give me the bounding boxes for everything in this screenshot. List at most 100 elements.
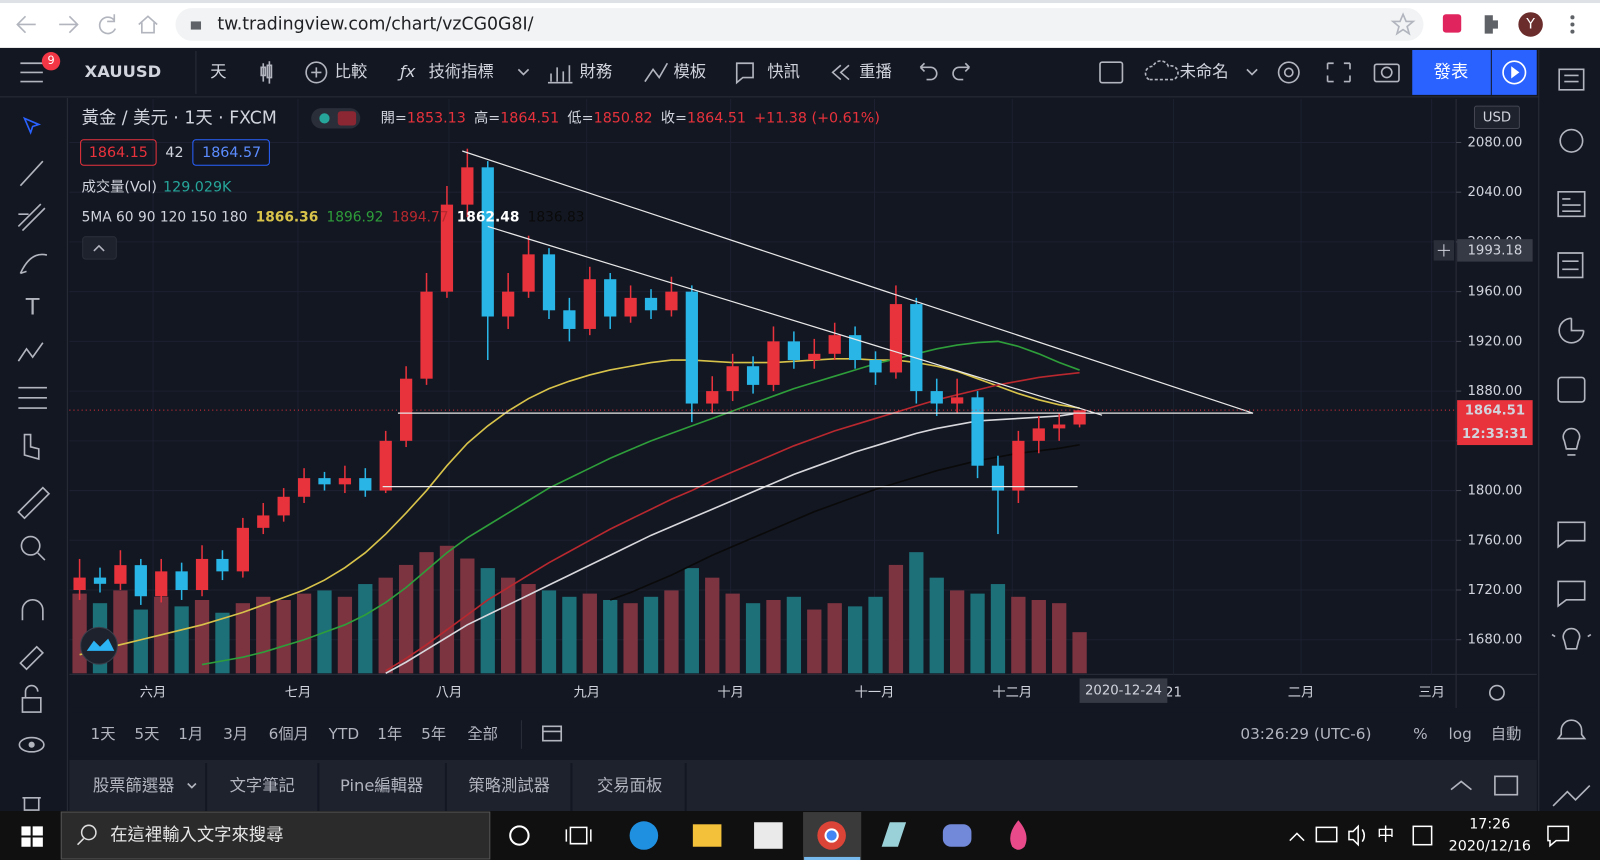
volume-icon[interactable] <box>1348 824 1366 847</box>
hotlists-button[interactable] <box>1558 317 1585 344</box>
replay-button[interactable]: 重播 <box>859 62 892 81</box>
range-button[interactable]: 1年 <box>377 725 402 743</box>
store-app[interactable] <box>754 822 783 849</box>
symbol-search[interactable]: XAUUSD <box>85 62 161 81</box>
address-field[interactable] <box>175 8 1424 41</box>
icon-tool[interactable] <box>23 433 40 461</box>
remove-tool[interactable] <box>22 796 41 811</box>
clock-time[interactable]: 17:26 <box>1469 816 1510 832</box>
interval-button[interactable]: 天 <box>210 62 226 81</box>
alert-button[interactable]: 快訊 <box>767 62 800 81</box>
range-button[interactable]: 5天 <box>134 725 159 743</box>
main-menu[interactable] <box>20 62 43 83</box>
range-button[interactable]: 3月 <box>223 725 248 743</box>
publish-button[interactable] <box>1412 49 1491 95</box>
dropdown-arrow[interactable] <box>187 782 197 789</box>
chats-button[interactable] <box>1557 521 1586 549</box>
home-button[interactable] <box>138 15 158 34</box>
panel-tab[interactable]: 策略測試器 <box>468 776 550 795</box>
panel-tab[interactable]: 交易面板 <box>597 776 662 795</box>
maximize-panel[interactable] <box>1494 775 1519 796</box>
templates-button[interactable]: 模板 <box>673 62 706 81</box>
sell-button[interactable] <box>80 139 157 166</box>
paint-app[interactable] <box>1010 820 1027 850</box>
panel-tab[interactable]: Pine編輯器 <box>340 776 423 795</box>
extension-icon[interactable] <box>1442 14 1462 33</box>
indicators-button[interactable]: 技術指標 <box>429 62 494 81</box>
edge-app[interactable] <box>629 821 659 850</box>
extensions-button[interactable] <box>1484 15 1498 34</box>
panel-tab[interactable]: 文字筆記 <box>230 776 295 795</box>
layout-button[interactable] <box>1099 61 1124 84</box>
lock-tool[interactable] <box>21 696 42 713</box>
collapse-legend[interactable] <box>82 236 117 260</box>
buy-button[interactable] <box>192 139 270 166</box>
cursor-tool[interactable] <box>22 116 42 135</box>
layout-name[interactable]: 未命名 <box>1180 62 1229 81</box>
snapshot-button[interactable] <box>1373 63 1400 83</box>
notifications-button[interactable] <box>1556 719 1587 740</box>
forward-button[interactable] <box>59 15 79 34</box>
compare-button[interactable]: 比較 <box>335 62 368 81</box>
chart-type-button[interactable] <box>260 61 273 84</box>
financials-button[interactable]: 財務 <box>580 62 613 81</box>
explorer-app[interactable] <box>692 824 722 847</box>
stay-drawing-tool[interactable] <box>19 645 45 671</box>
ime-indicator[interactable]: 中 <box>1377 826 1394 846</box>
hide-tool[interactable] <box>18 736 45 753</box>
brush-tool[interactable] <box>19 253 48 275</box>
undo-button[interactable] <box>919 62 938 81</box>
dropdown-arrow[interactable] <box>1246 68 1258 76</box>
fib-tool[interactable] <box>17 203 46 232</box>
private-chats-button[interactable] <box>1557 580 1586 608</box>
start-button[interactable] <box>21 826 43 847</box>
reload-button[interactable] <box>98 14 117 35</box>
settings-button[interactable] <box>1277 61 1300 84</box>
range-button[interactable]: 6個月 <box>269 725 309 743</box>
streams-button[interactable] <box>1551 627 1592 650</box>
back-button[interactable] <box>16 15 36 34</box>
range-button[interactable]: 5年 <box>421 725 446 743</box>
ime-mode[interactable] <box>1412 825 1433 846</box>
range-button[interactable]: 1天 <box>91 725 116 743</box>
bookmark-star[interactable] <box>1390 12 1416 36</box>
trend-line[interactable] <box>487 225 1103 416</box>
magnet-tool[interactable] <box>21 599 44 621</box>
range-button[interactable]: 1月 <box>178 725 203 743</box>
redo-button[interactable] <box>952 62 970 81</box>
collapse-panel[interactable] <box>1450 780 1472 791</box>
clock-date[interactable]: 2020/12/16 <box>1449 839 1531 855</box>
cortana-button[interactable] <box>509 825 530 846</box>
calendar-button[interactable] <box>1557 376 1586 403</box>
zoom-tool[interactable] <box>20 535 41 556</box>
taskbar-search[interactable] <box>60 811 491 860</box>
data-window-button[interactable] <box>1557 190 1586 218</box>
alerts-button[interactable] <box>1559 128 1584 153</box>
range-button[interactable]: 全部 <box>467 725 498 743</box>
news-button[interactable] <box>1557 252 1584 279</box>
tray-expand[interactable] <box>1289 832 1305 842</box>
fullscreen-button[interactable] <box>1326 62 1351 83</box>
percent-toggle[interactable]: % <box>1413 725 1428 743</box>
ideas-button[interactable] <box>1562 427 1581 456</box>
axis-settings[interactable] <box>1488 684 1505 701</box>
log-toggle[interactable]: log <box>1449 725 1472 743</box>
discord-app[interactable] <box>942 824 972 847</box>
task-view-button[interactable] <box>565 826 592 845</box>
text-tool[interactable]: T <box>25 295 40 321</box>
watchlist-button[interactable] <box>1558 68 1585 91</box>
action-center[interactable] <box>1547 825 1570 848</box>
goto-date[interactable] <box>542 725 563 742</box>
prediction-tool[interactable] <box>18 386 47 409</box>
network-icon[interactable] <box>1315 826 1338 843</box>
profile-avatar[interactable] <box>1518 12 1543 37</box>
range-button[interactable]: YTD <box>328 725 359 743</box>
trend-line[interactable] <box>462 150 1254 414</box>
trendline-tool[interactable] <box>19 160 44 187</box>
measure-tool[interactable] <box>17 486 51 520</box>
menu-dot[interactable] <box>1570 15 1575 20</box>
dropdown-arrow[interactable] <box>517 68 530 76</box>
currency-box[interactable] <box>1473 105 1520 130</box>
pattern-tool[interactable] <box>17 342 44 362</box>
auto-toggle[interactable]: 自動 <box>1491 725 1522 743</box>
